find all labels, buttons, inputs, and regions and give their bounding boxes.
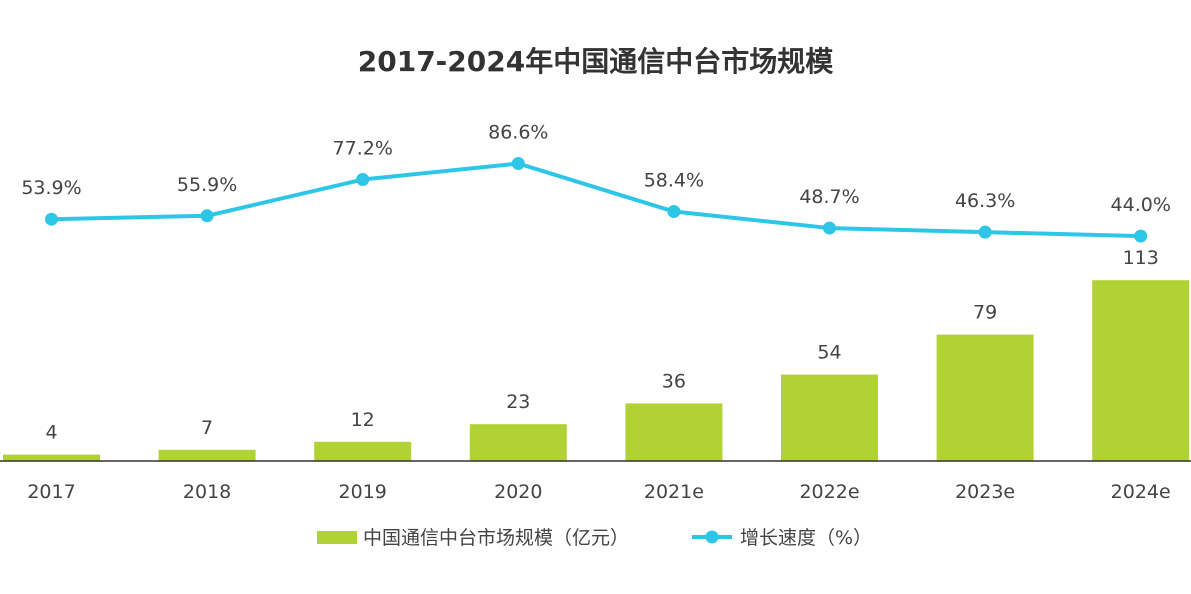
bar-label-2021e: 36 xyxy=(662,370,686,392)
bar-2022e xyxy=(781,374,878,461)
x-tick-label-2023e: 2023e xyxy=(955,481,1015,503)
growth-label-2024e: 44.0% xyxy=(1111,194,1171,216)
bar-2021e xyxy=(625,403,723,461)
growth-point-2024e xyxy=(1134,229,1148,243)
bar-label-2017: 4 xyxy=(45,422,57,444)
growth-label-2023e: 46.3% xyxy=(955,190,1015,212)
growth-label-2018: 55.9% xyxy=(177,174,237,196)
growth-label-2021e: 58.4% xyxy=(644,170,704,192)
x-tick-label-2019: 2019 xyxy=(339,481,387,503)
growth-label-2019: 77.2% xyxy=(333,138,393,160)
legend-line-label: 增长速度（%） xyxy=(740,527,872,549)
bar-2023e xyxy=(936,334,1034,461)
x-tick-label-2022e: 2022e xyxy=(799,481,859,503)
growth-line xyxy=(49,161,1143,239)
growth-point-2019 xyxy=(356,173,370,187)
x-tick-label-2017: 2017 xyxy=(27,481,75,503)
growth-point-2021e xyxy=(667,205,681,219)
growth-label-2020: 86.6% xyxy=(488,122,548,144)
x-tick-label-2024e: 2024e xyxy=(1111,481,1171,503)
bar-2024e xyxy=(1092,280,1190,461)
x-tick-label-2021e: 2021e xyxy=(644,481,704,503)
bar-2019 xyxy=(314,441,412,461)
bar-label-2022e: 54 xyxy=(817,342,841,364)
bar-label-2018: 7 xyxy=(201,417,213,439)
chart-title: 2017-2024年中国通信中台市场规模 xyxy=(357,45,834,78)
bar-2020 xyxy=(469,424,567,461)
legend-line-marker xyxy=(705,530,719,544)
x-tick-label-2018: 2018 xyxy=(183,481,231,503)
growth-point-2022e xyxy=(823,221,836,235)
bar-label-2019: 12 xyxy=(351,409,375,431)
growth-label-2017: 53.9% xyxy=(21,177,81,199)
bar-label-2024e: 113 xyxy=(1123,247,1159,269)
legend-bar-swatch xyxy=(317,531,357,544)
bar-2018 xyxy=(158,449,256,461)
growth-point-2017 xyxy=(45,212,58,226)
legend-bar-label: 中国通信中台市场规模（亿元） xyxy=(363,527,629,549)
bar-label-2023e: 79 xyxy=(973,302,997,324)
bar-2017 xyxy=(3,454,100,461)
growth-label-2022e: 48.7% xyxy=(799,186,859,208)
growth-point-2018 xyxy=(200,209,214,223)
growth-point-2020 xyxy=(511,157,525,171)
x-tick-label-2020: 2020 xyxy=(494,481,542,503)
growth-point-2023e xyxy=(978,225,992,239)
bar-label-2020: 23 xyxy=(506,391,530,413)
